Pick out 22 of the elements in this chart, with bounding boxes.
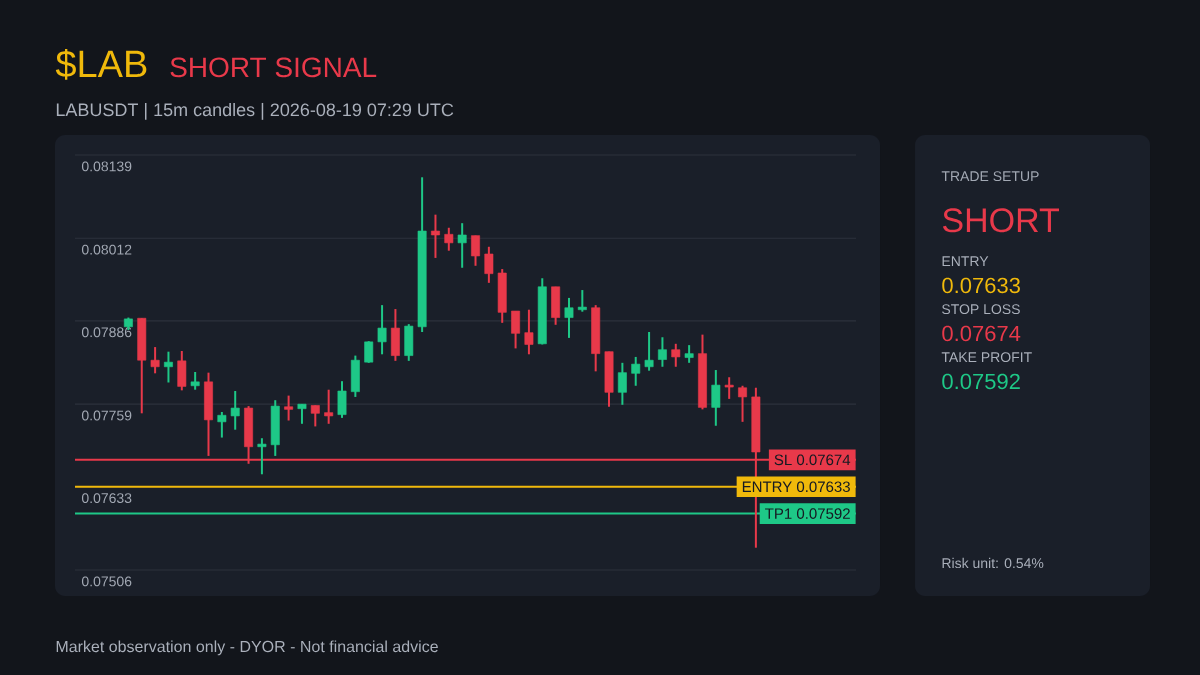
text: TRADE SETUP (941, 171, 1039, 182)
y-tick-label: 0.07886 (81, 327, 132, 338)
ref-line-label: SL 0.07674 (774, 454, 851, 466)
ref-line-label: TP1 0.07592 (765, 508, 850, 519)
text: STOP LOSS (942, 304, 1020, 315)
text: Risk unit: 0.54% (942, 557, 1044, 569)
text: LABUSDT | 15m candles | 2026-08-19 07:29 UTC (56, 102, 454, 120)
y-tick-label: 0.07759 (81, 410, 132, 421)
ref-line-label: ENTRY 0.07633 (742, 481, 850, 493)
text: 0.07674 (942, 325, 1021, 342)
y-tick-label: 0.08139 (81, 161, 132, 172)
chart-title: $LAB (55, 48, 147, 80)
y-tick-label: 0.07506 (81, 576, 132, 587)
text: Market observation only - DYOR - Not financial advice (56, 640, 438, 656)
y-tick-label: 0.07633 (81, 493, 132, 504)
chart-subtitle: SHORT SIGNAL (170, 57, 377, 78)
text: 0.07592 (942, 373, 1020, 390)
text: TAKE PROFIT (941, 352, 1032, 363)
text: ENTRY (942, 256, 989, 266)
y-tick-label: 0.08012 (81, 244, 132, 255)
text: SHORT (942, 208, 1060, 233)
text: 0.07633 (942, 277, 1020, 294)
